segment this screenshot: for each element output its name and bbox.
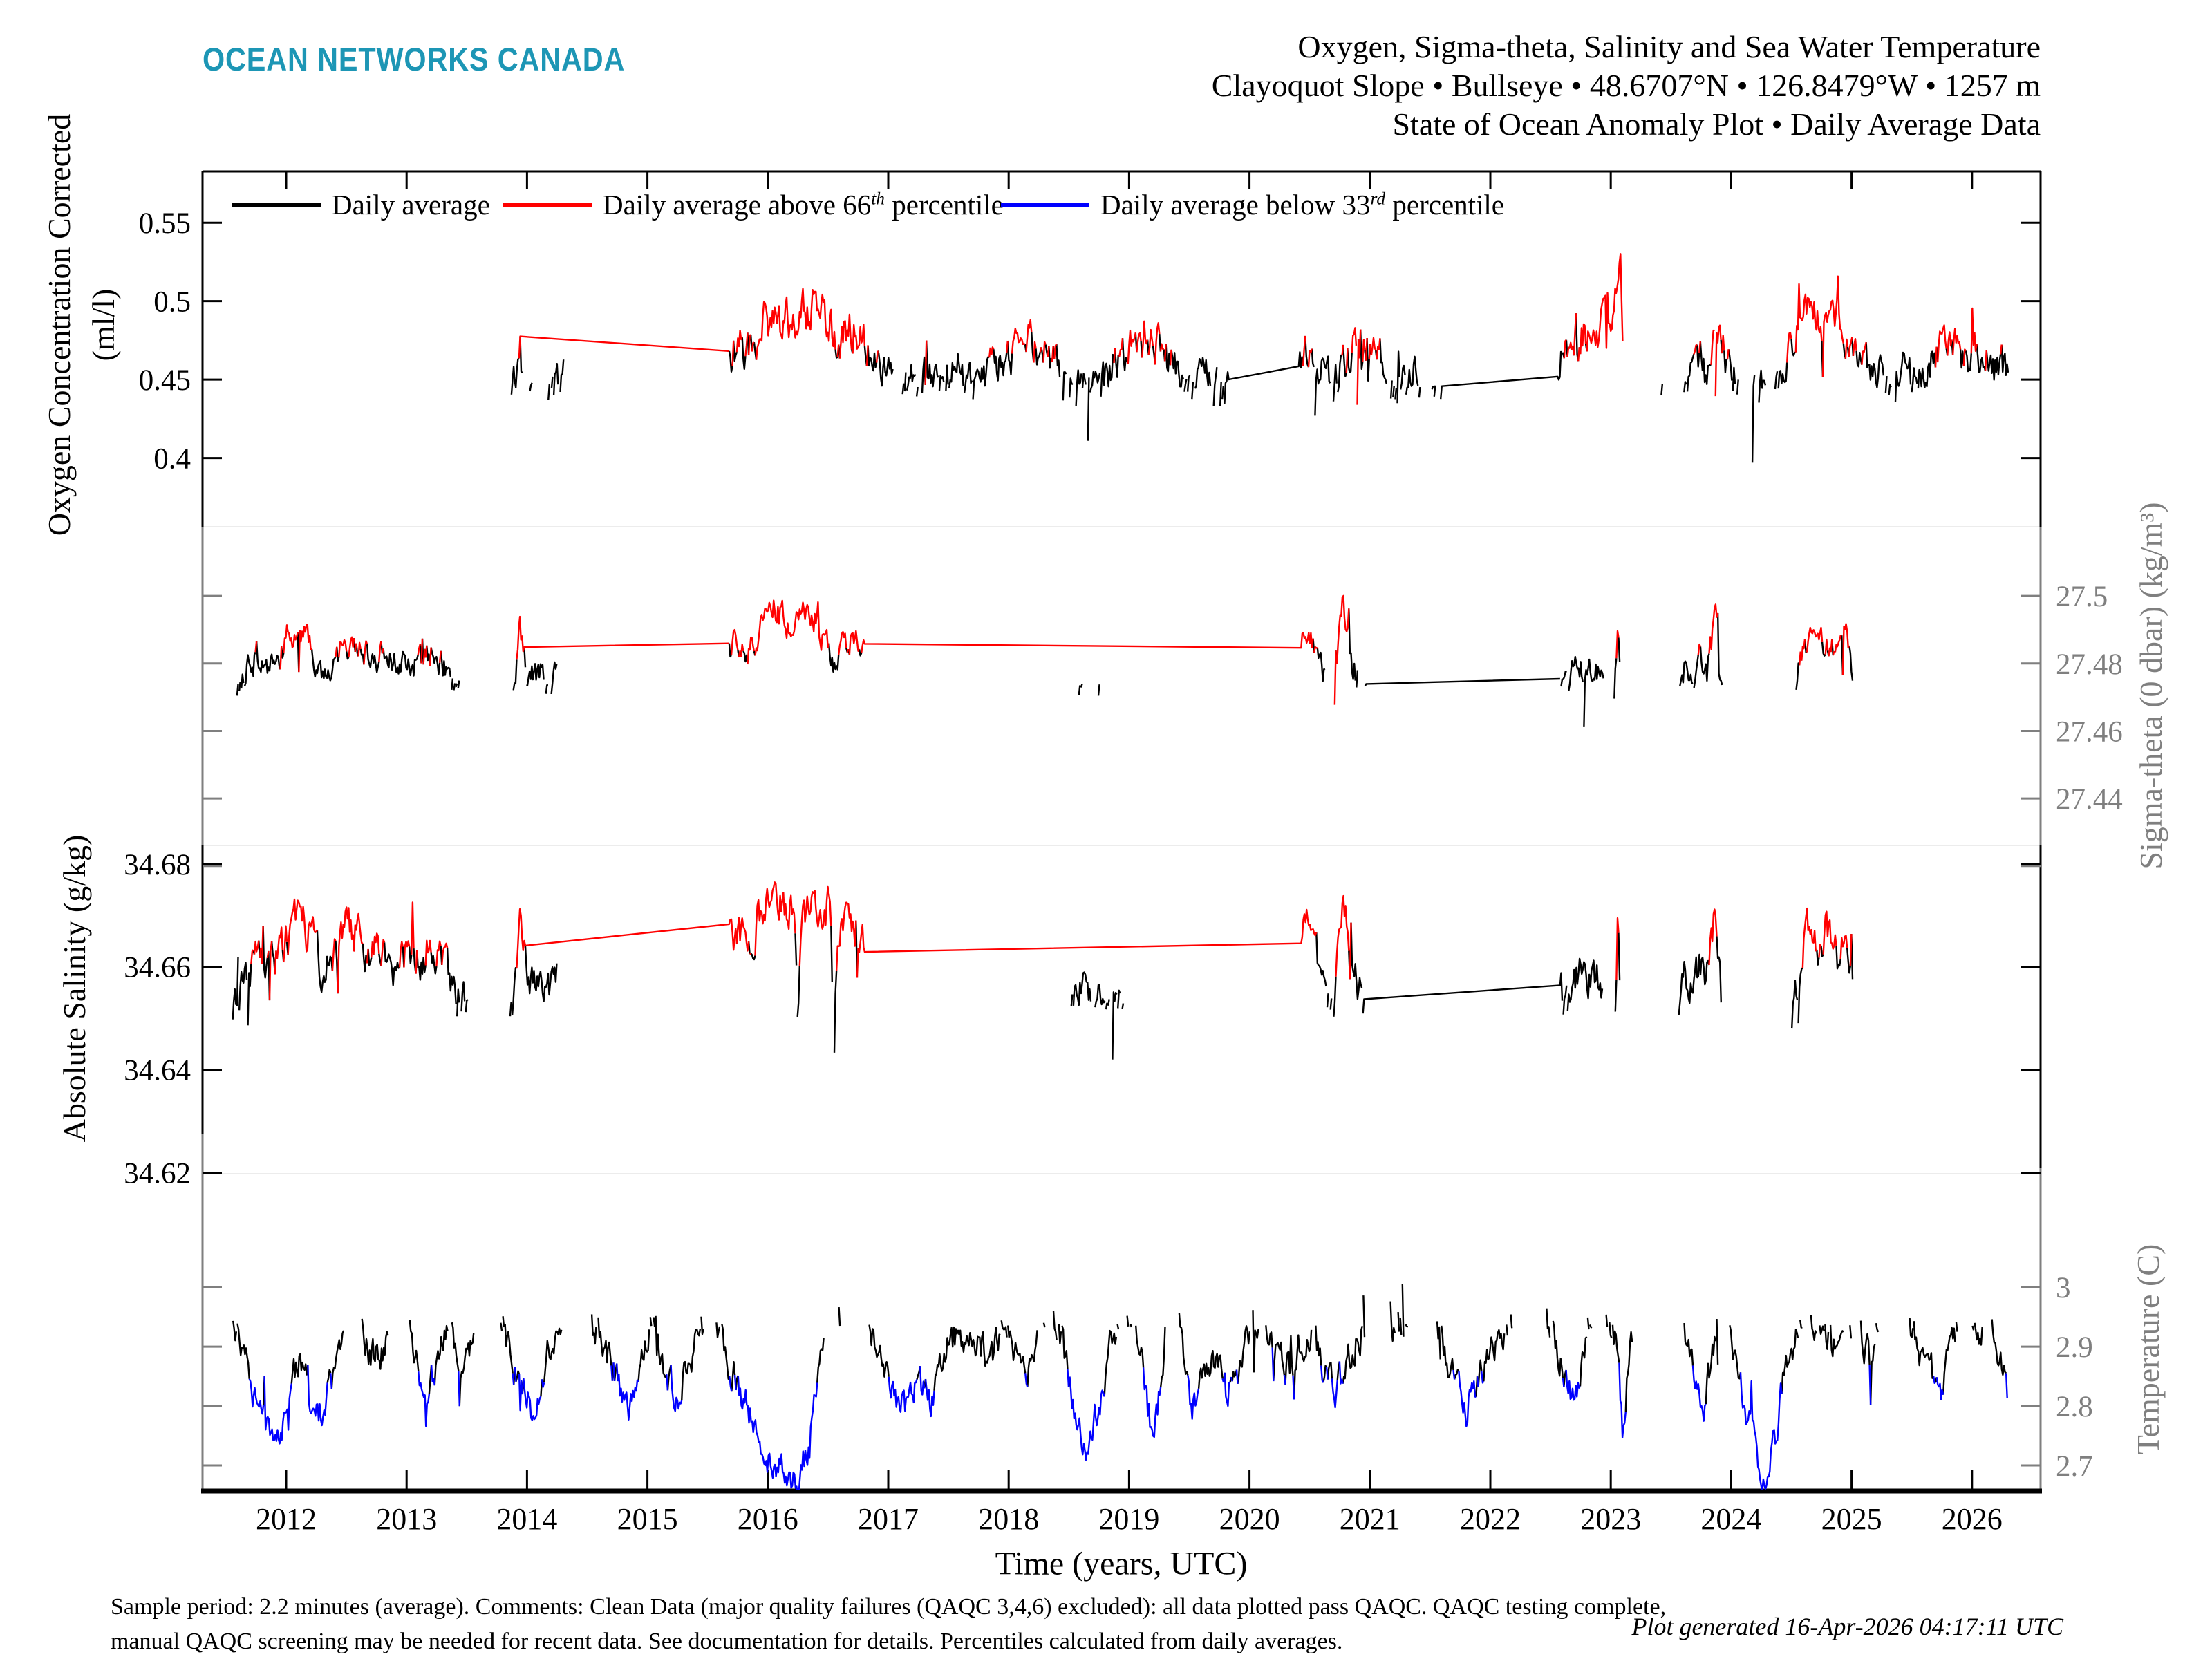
y-axis-title-oxygen: Oxygen Concentration Corrected (ml/l) (41, 113, 121, 536)
legend-item-below-33rd: Daily average below 33rd percentile (1001, 188, 1504, 221)
series-sigma_theta-normal (236, 608, 1854, 727)
x-tick-label: 2026 (1942, 1502, 2003, 1536)
series-oxygen-above (518, 253, 2003, 405)
legend-item-daily-average: Daily average (232, 188, 490, 221)
y-tick-label-temperature: 2.7 (2056, 1450, 2093, 1483)
y-axis-title-temperature: Temperature (C) (2130, 1244, 2166, 1455)
plot-title: Oxygen, Sigma-theta, Salinity and Sea Wa… (1212, 28, 2041, 144)
x-tick-label: 2013 (376, 1502, 437, 1536)
legend-line-black (232, 203, 321, 207)
x-tick-label: 2012 (256, 1502, 317, 1536)
series-salinity-normal (232, 920, 1854, 1060)
y-tick-label-salinity: 34.64 (124, 1055, 191, 1087)
x-tick-label: 2019 (1098, 1502, 1159, 1536)
legend-label: Daily average below 33rd percentile (1100, 189, 1505, 221)
legend-line-blue (1001, 203, 1089, 207)
x-tick-label: 2020 (1219, 1502, 1280, 1536)
legend-item-above-66th: Daily average above 66th percentile (503, 188, 1004, 221)
y-tick-label-sigma_theta: 27.46 (2056, 715, 2123, 748)
x-axis-title: Time (years, UTC) (995, 1545, 1248, 1582)
series-salinity-above (250, 881, 1853, 1001)
series-salinity (232, 881, 1854, 1060)
y-axis-title-sigma-theta: Sigma-theta (0 dbar) (kg/m³) (2133, 502, 2168, 870)
legend-label: Daily average above 66th percentile (603, 189, 1004, 221)
y-tick-label-oxygen: 0.45 (139, 364, 191, 397)
plot-generated-timestamp: Plot generated 16-Apr-2026 04:17:11 UTC (1631, 1613, 2063, 1640)
y-tick-label-oxygen: 0.55 (139, 207, 191, 240)
x-tick-label: 2023 (1580, 1502, 1641, 1536)
y-tick-label-oxygen: 0.5 (153, 286, 191, 319)
x-tick-label: 2016 (738, 1502, 798, 1536)
title-line-1: Oxygen, Sigma-theta, Salinity and Sea Wa… (1297, 29, 2041, 64)
footer-comments: Sample period: 2.2 minutes (average). Co… (111, 1590, 1666, 1659)
x-tick-label: 2017 (858, 1502, 919, 1536)
y-tick-label-sigma_theta: 27.48 (2056, 648, 2123, 681)
title-line-3: State of Ocean Anomaly Plot • Daily Aver… (1392, 106, 2041, 142)
series-temperature-normal (232, 1284, 2007, 1412)
x-tick-label: 2018 (978, 1502, 1039, 1536)
footer-line-2: manual QAQC screening may be needed for … (111, 1629, 1343, 1654)
y-tick-label-salinity: 34.66 (124, 952, 191, 984)
series-sigma_theta-above (254, 594, 1850, 705)
y-tick-label-sigma_theta: 27.44 (2056, 783, 2123, 816)
x-tick-label: 2014 (496, 1502, 557, 1536)
legend-line-red (503, 203, 592, 207)
x-tick-label: 2015 (617, 1502, 678, 1536)
y-tick-label-temperature: 2.8 (2056, 1391, 2093, 1423)
y-tick-label-salinity: 34.68 (124, 849, 191, 881)
title-line-2: Clayoquot Slope • Bullseye • 48.6707°N •… (1211, 68, 2041, 103)
footer-line-1: Sample period: 2.2 minutes (average). Co… (111, 1594, 1667, 1620)
onc-logo: OCEAN NETWORKS CANADA (203, 41, 626, 77)
x-tick-label: 2022 (1460, 1502, 1521, 1536)
y-tick-label-salinity: 34.62 (124, 1158, 191, 1190)
y-tick-label-sigma_theta: 27.5 (2056, 581, 2108, 613)
y-tick-label-oxygen: 0.4 (153, 443, 191, 476)
series-oxygen-normal (510, 313, 2009, 463)
series-temperature-below (248, 1347, 2008, 1490)
y-axis-title-salinity: Absolute Salinity (g/kg) (57, 834, 92, 1143)
y-tick-label-temperature: 3 (2056, 1272, 2071, 1304)
series-temperature (232, 1284, 2008, 1490)
legend-label: Daily average (332, 189, 490, 221)
x-tick-label: 2025 (1821, 1502, 1882, 1536)
x-tick-label: 2024 (1700, 1502, 1761, 1536)
series-sigma_theta (236, 594, 1854, 727)
y-tick-label-temperature: 2.9 (2056, 1331, 2093, 1364)
x-tick-label: 2021 (1340, 1502, 1400, 1536)
series-oxygen (510, 253, 2009, 463)
